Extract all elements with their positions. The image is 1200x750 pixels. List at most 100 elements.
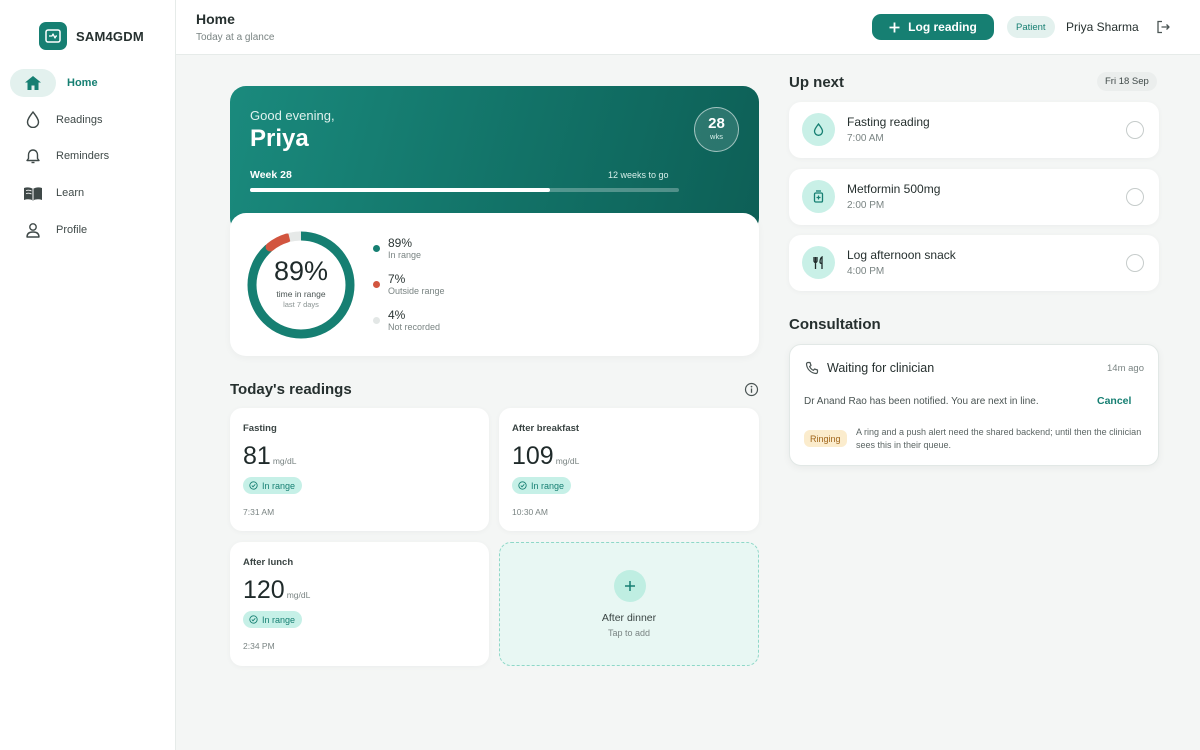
sidebar-item-home[interactable]: Home	[10, 69, 98, 97]
time-in-range-card: 89% time in range last 7 days 89% In ran…	[230, 213, 759, 356]
add-reading-label: After dinner	[601, 612, 657, 624]
legend-dot	[373, 245, 380, 252]
sidebar-item-learn[interactable]: Learn	[10, 179, 166, 207]
status-label: In range	[531, 480, 565, 491]
reading-card-fasting[interactable]: Fasting 81 mg/dL In range 7:31 AM	[230, 408, 489, 531]
week-unit: wks	[710, 132, 723, 141]
legend-value: 89%	[388, 236, 413, 250]
status-label: In range	[262, 614, 296, 625]
task-metformin[interactable]: Metformin 500mg 2:00 PM	[789, 169, 1159, 225]
legend-item-outside-range: 7% Outside range	[373, 272, 445, 308]
greeting: Good evening,	[250, 108, 335, 123]
pill-icon	[802, 180, 835, 213]
week-chip: 28 wks	[694, 107, 739, 152]
donut-segment-not-recorded	[247, 231, 355, 339]
consultation-time-ago: 14m ago	[1107, 363, 1144, 374]
brand[interactable]: SAM4GDM	[39, 22, 144, 50]
readings-section-title: Today's readings	[230, 381, 352, 398]
droplet-icon	[802, 113, 835, 146]
sidebar-item-profile[interactable]: Profile	[10, 216, 166, 244]
reading-time: 10:30 AM	[512, 507, 548, 517]
legend-item-not-recorded: 4% Not recorded	[373, 308, 445, 344]
sidebar-item-reminders[interactable]: Reminders	[10, 142, 166, 170]
task-title: Metformin 500mg	[847, 182, 941, 196]
sidebar-item-label: Home	[67, 77, 98, 89]
task-fasting-reading[interactable]: Fasting reading 7:00 AM	[789, 102, 1159, 158]
logout-icon[interactable]	[1155, 19, 1171, 35]
consultation-note: A ring and a push alert need the shared …	[856, 427, 1142, 450]
utensils-icon	[802, 246, 835, 279]
task-complete-checkbox[interactable]	[1126, 121, 1144, 139]
user-name[interactable]: Priya Sharma	[1066, 20, 1139, 34]
tir-caption: time in range	[276, 289, 326, 299]
status-label: In range	[262, 480, 296, 491]
top-bar: Home Today at a glance Log reading Patie…	[176, 0, 1200, 55]
status-badge: In range	[243, 611, 303, 628]
check-circle-icon	[518, 481, 527, 490]
log-reading-label: Log reading	[908, 20, 977, 34]
task-afternoon-snack[interactable]: Log afternoon snack 4:00 PM	[789, 235, 1159, 291]
reading-unit: mg/dL	[555, 456, 580, 466]
reading-card-after-breakfast[interactable]: After breakfast 109 mg/dL In range 10:30 …	[499, 408, 759, 531]
ringing-badge: Ringing	[804, 430, 847, 447]
weeks-remaining: 12 weeks to go	[608, 170, 669, 180]
cancel-consultation-button[interactable]: Cancel	[1097, 395, 1132, 407]
reading-label: After lunch	[243, 557, 294, 568]
tir-period: last 7 days	[283, 300, 319, 309]
donut-center: 89% time in range last 7 days	[246, 230, 356, 340]
reading-unit: mg/dL	[272, 456, 297, 466]
legend-value: 4%	[388, 308, 406, 322]
sidebar-item-readings[interactable]: Readings	[10, 106, 166, 134]
week-number: 28	[708, 115, 725, 132]
sidebar-item-label: Readings	[56, 113, 103, 126]
task-complete-checkbox[interactable]	[1126, 188, 1144, 206]
task-title: Fasting reading	[847, 115, 930, 129]
legend-label: Outside range	[388, 286, 445, 296]
page-subtitle: Today at a glance	[196, 32, 275, 43]
patient-first-name: Priya	[250, 125, 309, 152]
page-title: Home	[196, 11, 235, 27]
legend-dot	[373, 317, 380, 324]
consultation-title: Consultation	[789, 316, 881, 333]
check-circle-icon	[249, 481, 258, 490]
reading-time: 7:31 AM	[243, 507, 275, 517]
consultation-status: Waiting for clinician	[827, 361, 935, 375]
time-in-range-donut	[247, 231, 355, 339]
status-badge: In range	[512, 477, 572, 494]
check-circle-icon	[249, 615, 258, 624]
status-badge: In range	[243, 477, 303, 494]
sidebar-item-label: Learn	[56, 187, 85, 200]
phone-icon	[805, 361, 819, 375]
role-badge: Patient	[1007, 16, 1055, 38]
reading-value-row: 120 mg/dL	[243, 576, 310, 609]
consultation-card: Waiting for clinician 14m ago Dr Anand R…	[789, 344, 1159, 466]
legend-value: 7%	[388, 272, 406, 286]
tir-value: 89%	[273, 256, 329, 286]
add-reading-card-after-dinner[interactable]: After dinner Tap to add	[499, 542, 759, 666]
reading-value-row: 81 mg/dL	[243, 442, 296, 475]
droplet-icon	[10, 111, 56, 129]
sidebar-item-label: Reminders	[56, 150, 110, 163]
sidebar-item-label: Profile	[56, 223, 88, 236]
task-complete-checkbox[interactable]	[1126, 254, 1144, 272]
consultation-message: Dr Anand Rao has been notified. You are …	[804, 396, 1039, 407]
legend-label: Not recorded	[388, 322, 441, 332]
reading-value: 109	[512, 442, 554, 470]
logo-icon	[39, 22, 67, 50]
pregnancy-progress-fill	[250, 188, 551, 192]
task-time: 2:00 PM	[847, 200, 885, 211]
bell-icon	[10, 148, 56, 165]
log-reading-button[interactable]: Log reading	[872, 14, 994, 40]
reading-card-after-lunch[interactable]: After lunch 120 mg/dL In range 2:34 PM	[230, 542, 489, 666]
week-label: Week 28	[250, 169, 292, 181]
info-icon[interactable]	[744, 382, 759, 397]
reading-value: 120	[243, 576, 285, 604]
reading-time: 2:34 PM	[243, 641, 275, 651]
legend-label: In range	[388, 250, 422, 260]
task-title: Log afternoon snack	[847, 248, 956, 262]
tir-legend: 89% In range 7% Outside range 4% Not rec…	[373, 236, 445, 344]
task-time: 4:00 PM	[847, 266, 885, 277]
home-icon	[10, 75, 56, 91]
sidebar-nav: Home Readings Reminders Learn Profile	[10, 69, 166, 252]
pregnancy-progress-bar	[250, 188, 679, 192]
